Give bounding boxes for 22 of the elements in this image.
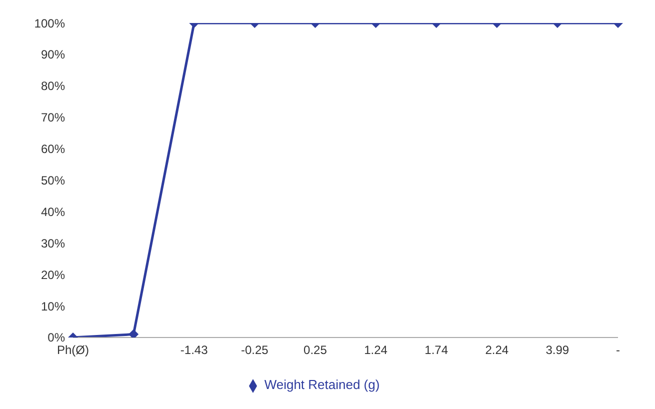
y-tick-label: 40%: [40, 204, 66, 219]
y-tick-label: 80%: [40, 79, 66, 94]
x-tick-label: Ph(Ø): [56, 342, 90, 357]
point: [128, 329, 139, 338]
x-tick-label: -0.25: [240, 342, 269, 357]
y-tick-label: 60%: [40, 142, 66, 156]
y-tick-label: 20%: [40, 268, 66, 282]
x-tick-label: 2.24: [485, 342, 509, 357]
y-tick-label: 100%: [34, 16, 66, 30]
x-tick-label: 1.74: [424, 342, 448, 357]
x-tick-label: -: [616, 342, 620, 357]
y-tick-label: 90%: [40, 48, 66, 62]
legend-label: Weight Retained (g): [264, 377, 380, 392]
y-tick-label: 0%: [48, 330, 66, 345]
y-tick-label: 50%: [40, 173, 66, 188]
x-tick-label: 0.25: [304, 342, 328, 357]
x-tick-label: 3.99: [546, 342, 570, 357]
y-tick-label: 70%: [40, 110, 66, 125]
x-tick-label: 1.24: [364, 342, 388, 357]
y-tick-label: 30%: [40, 236, 66, 250]
x-tick-label: -1.43: [180, 342, 208, 357]
y-tick-label: 10%: [40, 299, 66, 314]
